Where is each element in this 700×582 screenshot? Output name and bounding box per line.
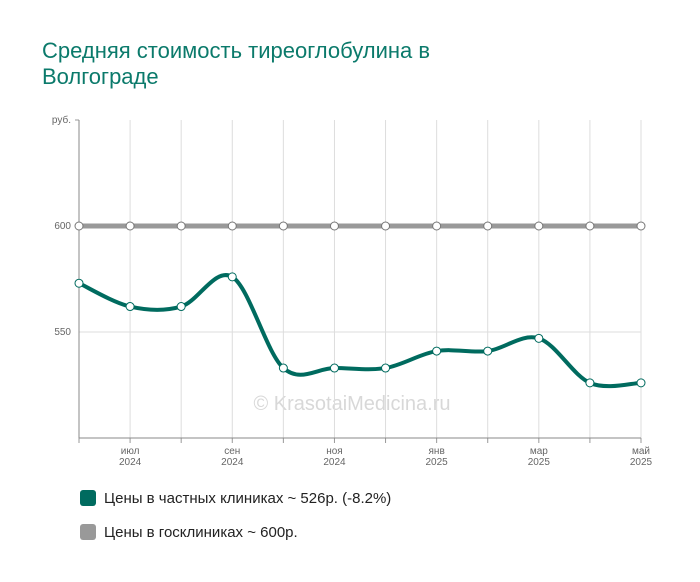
data-point (125, 221, 135, 231)
x-tick-label-line: май (632, 446, 650, 457)
data-point (483, 346, 493, 356)
data-point (227, 272, 237, 282)
y-tick-label: руб. (52, 114, 71, 126)
x-tick-label-line: сен (224, 446, 240, 457)
legend-label: Цены в госклиниках ~ 600р. (104, 524, 298, 541)
data-point (585, 378, 595, 388)
x-tick-label-line: 2025 (426, 457, 449, 468)
x-tick-label-line: 2024 (323, 457, 346, 468)
x-tick-label-line: ноя (326, 446, 343, 457)
data-point (381, 221, 391, 231)
data-point (125, 302, 135, 312)
x-tick-label-line: 2024 (221, 457, 244, 468)
chart-title: Средняя стоимость тиреоглобулина в Волго… (42, 38, 431, 89)
y-tick-label: 600 (54, 221, 71, 232)
data-point (483, 221, 493, 231)
x-tick-label: май 2025 (630, 446, 653, 468)
data-point (381, 363, 391, 373)
data-point (329, 221, 339, 231)
legend-swatch (80, 524, 96, 540)
data-point (636, 221, 646, 231)
x-tick-label-line: 2025 (630, 457, 653, 468)
x-tick-label: ноя 2024 (323, 446, 346, 468)
data-point (636, 378, 646, 388)
data-point (176, 302, 186, 312)
x-tick-label-line: янв (429, 446, 445, 457)
data-point (432, 346, 442, 356)
data-point (534, 221, 544, 231)
x-tick-label-line: 2025 (528, 457, 551, 468)
series-line (78, 273, 642, 389)
x-tick-label: янв 2025 (426, 446, 449, 468)
x-tick-label: сен 2024 (221, 446, 244, 468)
watermark: © KrasotaiMedicina.ru (253, 393, 450, 415)
y-tick-label: 550 (54, 327, 71, 338)
x-tick-label-line: мар (530, 446, 548, 457)
data-point (74, 278, 84, 288)
data-point (585, 221, 595, 231)
data-point (227, 221, 237, 231)
legend-label: Цены в частных клиниках ~ 526р. (-8.2%) (104, 490, 391, 507)
data-point (432, 221, 442, 231)
data-point (329, 363, 339, 373)
data-point (278, 221, 288, 231)
x-tick-label-line: июл (121, 446, 140, 457)
data-point (534, 333, 544, 343)
legend-swatch (80, 490, 96, 506)
x-tick-label: мар 2025 (528, 446, 551, 468)
data-point (278, 363, 288, 373)
x-tick-label: июл 2024 (119, 446, 142, 468)
x-tick-label-line: 2024 (119, 457, 142, 468)
data-point (74, 221, 84, 231)
data-point (176, 221, 186, 231)
